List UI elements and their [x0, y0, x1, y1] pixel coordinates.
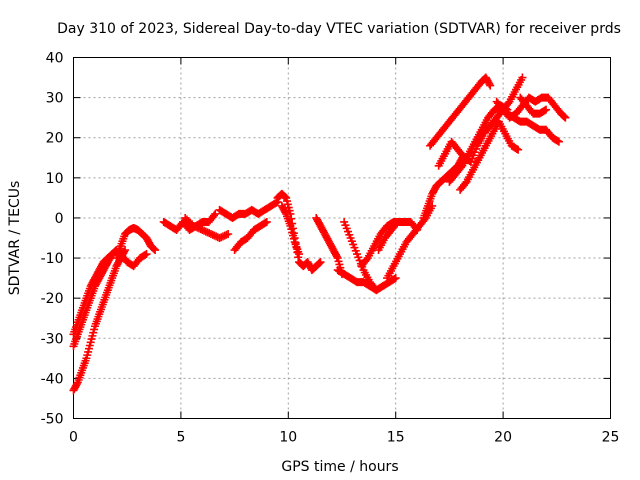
x-axis-title: GPS time / hours	[281, 459, 398, 475]
axis-ticks	[73, 57, 611, 419]
series-7	[215, 197, 282, 222]
y-tick-labels: -50 -40 -30 -20 -10 0 10 20 30 40	[41, 51, 64, 428]
series-18	[426, 73, 495, 150]
point-18-50	[486, 81, 495, 90]
series-26	[516, 93, 551, 118]
point-13-25	[372, 286, 381, 295]
point-7-44	[272, 198, 281, 207]
y-tick-label-1: -40	[41, 371, 64, 387]
x-tick-label-2: 10	[279, 430, 297, 446]
point-9-8	[280, 192, 289, 201]
point-12-45	[391, 274, 400, 283]
series-16	[383, 201, 437, 283]
point-26-19	[540, 106, 549, 115]
point-4-19	[141, 250, 150, 259]
y-axis-title: SDTVAR / TECUs	[7, 181, 23, 296]
point-20-9	[456, 163, 465, 172]
point-13-24	[371, 284, 380, 293]
series-10	[277, 201, 304, 259]
y-tick-label-6: 10	[46, 171, 64, 187]
series-15	[374, 217, 422, 255]
series-21	[456, 117, 503, 194]
y-tick-label-5: 0	[55, 211, 64, 227]
point-0-4	[72, 380, 81, 389]
x-tick-label-3: 15	[387, 430, 405, 446]
point-4-20	[142, 250, 151, 259]
point-23-55	[561, 113, 570, 122]
point-5-39	[209, 211, 218, 220]
point-12-44	[390, 274, 399, 283]
x-tick-label-4: 20	[494, 430, 512, 446]
grid	[73, 57, 611, 419]
point-2-45	[108, 250, 117, 259]
data-marks	[69, 73, 570, 395]
point-3-45	[151, 246, 160, 255]
x-tick-labels: 0 5 10 15 20 25	[69, 430, 619, 446]
y-tick-label-0: -50	[41, 412, 64, 428]
point-9-49	[315, 258, 324, 267]
point-9-50	[316, 258, 325, 267]
y-tick-label-3: -20	[41, 291, 64, 307]
point-14-4	[362, 255, 371, 264]
point-9-9	[281, 193, 290, 202]
point-8-25	[262, 217, 271, 226]
point-21-4	[461, 179, 470, 188]
point-25-39	[553, 136, 562, 145]
plot-frame	[73, 57, 611, 419]
point-0-60	[121, 246, 130, 255]
x-tick-label-5: 25	[602, 430, 620, 446]
y-tick-label-8: 30	[46, 91, 64, 107]
y-tick-label-2: -30	[41, 331, 64, 347]
series-24	[494, 117, 523, 154]
series-25	[503, 109, 563, 146]
x-tick-label-1: 5	[176, 430, 185, 446]
series-3	[112, 223, 160, 263]
point-8-24	[261, 218, 270, 227]
series-8	[230, 217, 271, 255]
point-2-44	[107, 250, 116, 259]
chart-title: Day 310 of 2023, Sidereal Day-to-day VTE…	[57, 21, 621, 37]
point-10-20	[295, 250, 304, 259]
point-5-40	[211, 209, 220, 218]
point-18-49	[485, 79, 494, 88]
point-11-24	[332, 252, 341, 261]
point-3-44	[150, 245, 159, 254]
point-6-24	[222, 230, 231, 239]
point-10-4	[281, 208, 290, 217]
series-22	[466, 73, 527, 166]
point-26-20	[542, 105, 551, 114]
y-tick-label-4: -10	[41, 251, 64, 267]
point-25-40	[554, 137, 563, 146]
y-tick-label-9: 40	[46, 51, 64, 67]
point-24-14	[512, 144, 521, 153]
point-9-48	[314, 259, 323, 268]
point-6-25	[224, 229, 233, 238]
series-2	[69, 250, 117, 339]
point-2-43	[106, 251, 115, 260]
point-24-15	[514, 145, 523, 154]
series-6	[181, 213, 233, 242]
point-22-29	[504, 99, 513, 108]
point-3-43	[149, 244, 158, 253]
series-13	[340, 217, 381, 295]
series-4	[116, 250, 151, 271]
y-tick-label-7: 20	[46, 131, 64, 147]
point-23-54	[560, 112, 569, 121]
point-22-40	[518, 73, 527, 82]
point-23-53	[559, 112, 568, 121]
x-tick-label-0: 0	[69, 430, 78, 446]
